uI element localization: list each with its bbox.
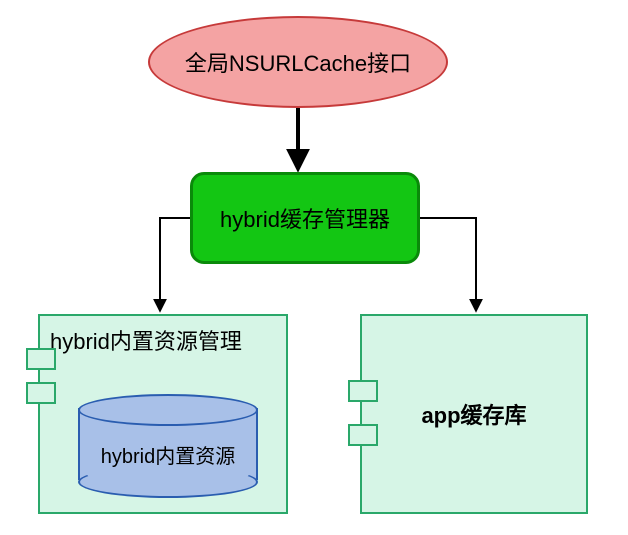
node-label: 全局NSURLCache接口 (185, 46, 411, 78)
node-label: app缓存库 (421, 398, 526, 430)
cylinder-top (78, 394, 258, 426)
diagram-canvas: 全局NSURLCache接口 hybrid缓存管理器 hybrid内置资源管理 … (0, 0, 628, 535)
component-port (348, 380, 378, 402)
component-port (26, 382, 56, 404)
edge (160, 218, 190, 310)
node-label: hybrid内置资源 (78, 440, 258, 469)
cylinder-bottom (78, 466, 258, 498)
node-hybrid-builtin-resource: hybrid内置资源 (78, 394, 258, 494)
node-global-cache-interface: 全局NSURLCache接口 (148, 16, 448, 108)
edge (420, 218, 476, 310)
node-label: hybrid缓存管理器 (220, 202, 390, 234)
node-app-cache-store: app缓存库 (360, 314, 588, 514)
node-hybrid-cache-manager: hybrid缓存管理器 (190, 172, 420, 264)
component-port (348, 424, 378, 446)
node-label: hybrid内置资源管理 (40, 316, 248, 356)
component-port (26, 348, 56, 370)
